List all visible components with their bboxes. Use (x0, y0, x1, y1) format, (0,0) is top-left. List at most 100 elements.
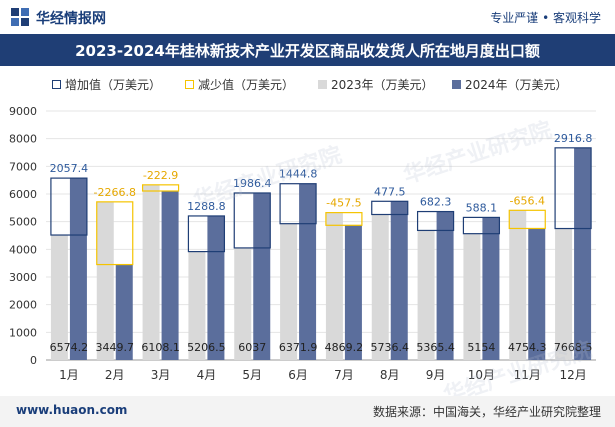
value-label-2024: 5154 (467, 341, 495, 354)
change-label: 1986.4 (233, 177, 272, 190)
value-label-2024: 5206.5 (187, 341, 226, 354)
bar-2023 (142, 184, 160, 360)
bar-2023 (50, 235, 68, 360)
change-label: 588.1 (466, 201, 498, 214)
y-tick-label: 0 (30, 354, 37, 367)
brand-name: 华经情报网 (36, 11, 106, 27)
legend: 增加值（万美元） 减少值（万美元） 2023年（万美元） 2024年（万美元） (0, 73, 615, 95)
x-tick-label: 12月 (559, 368, 586, 382)
bar-2024 (253, 192, 271, 360)
y-tick-label: 3000 (9, 271, 37, 284)
value-label-2024: 6037 (238, 341, 266, 354)
bar-2024 (299, 183, 317, 360)
legend-label-increase: 增加值（万美元） (65, 78, 162, 92)
y-tick-label: 5000 (9, 216, 37, 229)
increase-box (554, 147, 592, 230)
legend-swatch-2024 (452, 80, 461, 89)
x-tick-label: 4月 (197, 368, 217, 382)
decrease-box (508, 209, 546, 230)
y-tick-label: 8000 (9, 133, 37, 146)
legend-label-decrease: 减少值（万美元） (198, 78, 295, 92)
change-label: 477.5 (374, 185, 406, 198)
legend-item-2023: 2023年（万美元） (318, 76, 434, 93)
x-tick-label: 5月 (242, 368, 262, 382)
change-label: -656.4 (510, 194, 545, 207)
change-label: 1444.8 (279, 168, 318, 181)
x-tick-label: 8月 (380, 368, 400, 382)
bar-2024 (390, 201, 408, 360)
bar-2023 (280, 223, 298, 360)
increase-box (371, 200, 409, 216)
legend-label-2023: 2023年（万美元） (331, 78, 434, 92)
legend-item-decrease: 减少值（万美元） (185, 76, 294, 93)
y-tick-label: 7000 (9, 160, 37, 173)
change-label: 1288.8 (187, 200, 226, 213)
bar-2023 (325, 212, 343, 360)
increase-box (462, 216, 501, 235)
bar-2023 (371, 214, 389, 360)
change-label: -457.5 (326, 197, 361, 210)
x-tick-label: 7月 (334, 368, 354, 382)
bar-2023 (417, 230, 435, 360)
footer-bar: www.huaon.com 数据来源：中国海关，华经产业研究院整理 (0, 396, 615, 427)
chart-title: 2023-2024年桂林新技术产业开发区商品收发货人所在地月度出口额 (75, 42, 540, 60)
value-label-2024: 7668.5 (554, 341, 593, 354)
increase-box (50, 177, 88, 236)
change-label: -2266.8 (94, 186, 136, 199)
x-tick-label: 3月 (151, 368, 171, 382)
increase-box (416, 210, 455, 232)
y-tick-label: 6000 (9, 188, 37, 201)
bar-2024 (161, 191, 179, 360)
bar-2024 (344, 225, 362, 360)
header-bar: 华经情报网 专业严谨 • 客观科学 (0, 0, 615, 34)
bar-2024 (436, 211, 454, 360)
bar-2024 (69, 178, 87, 360)
bar-2024 (574, 147, 592, 360)
bar-2023 (509, 210, 527, 360)
data-source: 数据来源：中国海关，华经产业研究院整理 (372, 405, 601, 419)
x-tick-label: 11月 (514, 368, 541, 382)
bar-2023 (463, 233, 481, 360)
x-tick-label: 1月 (59, 368, 79, 382)
y-tick-label: 9000 (9, 105, 37, 118)
value-label-2024: 5365.4 (416, 341, 455, 354)
slogan: 专业严谨 • 客观科学 (490, 11, 601, 25)
value-label-2024: 5736.4 (371, 341, 410, 354)
bar-2023 (234, 247, 252, 360)
value-label-2024: 4754.3 (508, 341, 547, 354)
x-tick-label: 10月 (468, 368, 495, 382)
bar-2024 (528, 228, 546, 360)
logo-icon (11, 8, 29, 26)
bar-2024 (207, 215, 225, 360)
legend-label-2024: 2024年（万美元） (465, 78, 568, 92)
legend-swatch-increase (52, 80, 61, 89)
bar-chart: 0 1000 2000 3000 4000 5000 6000 7000 8000 9000 205… (9, 105, 596, 382)
legend-item-increase: 增加值（万美元） (52, 76, 161, 93)
increase-box (233, 192, 271, 249)
legend-swatch-decrease (185, 80, 194, 89)
y-tick-label: 4000 (9, 243, 37, 256)
legend-item-2024: 2024年（万美元） (452, 76, 568, 93)
x-tick-label: 6月 (288, 368, 308, 382)
decrease-box (96, 201, 134, 266)
bar-2023 (555, 228, 573, 360)
value-label-2024: 6574.2 (50, 341, 89, 354)
bar-2024 (482, 217, 500, 360)
bar-2024 (115, 264, 133, 360)
y-tick-label: 2000 (9, 299, 37, 312)
decrease-box (325, 212, 363, 226)
change-label: -222.9 (143, 169, 178, 182)
increase-box (187, 215, 226, 253)
change-label: 682.3 (420, 196, 452, 209)
title-bar: 2023-2024年桂林新技术产业开发区商品收发货人所在地月度出口额 (0, 34, 615, 66)
bar-2023 (188, 251, 206, 360)
value-label-2024: 3449.7 (96, 341, 135, 354)
decrease-box (141, 184, 180, 192)
change-label: 2916.8 (554, 132, 593, 145)
value-label-2024: 6108.1 (141, 341, 180, 354)
website-link[interactable]: www.huaon.com (16, 403, 128, 417)
increase-box (279, 183, 317, 225)
x-tick-label: 2月 (105, 368, 125, 382)
change-label: 2057.4 (50, 162, 89, 175)
legend-swatch-2023 (318, 80, 327, 89)
